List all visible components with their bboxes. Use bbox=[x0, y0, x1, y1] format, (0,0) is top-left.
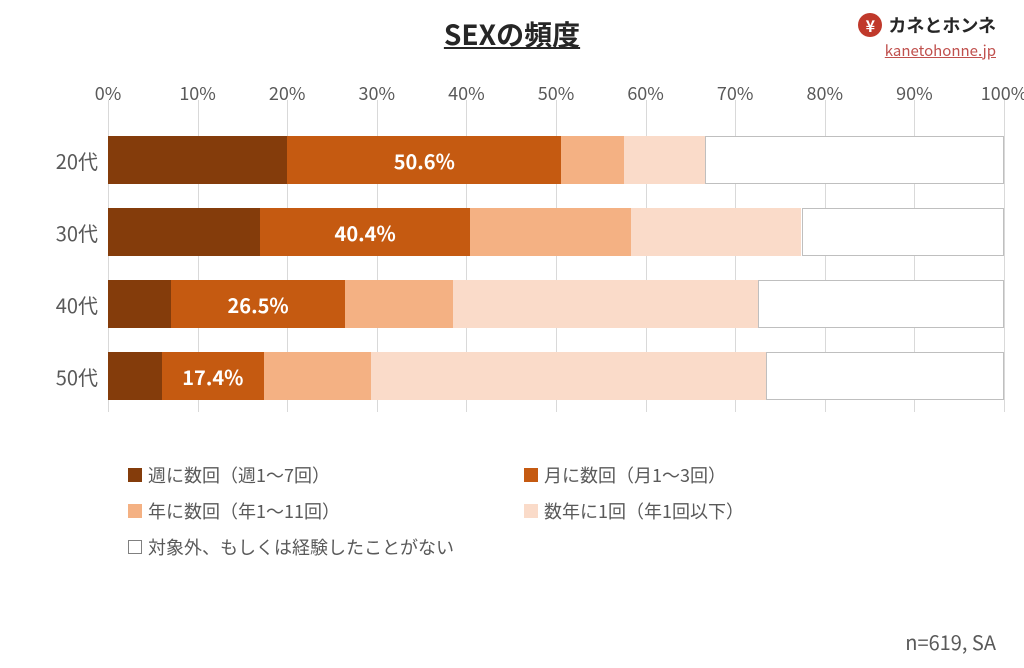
legend-swatch bbox=[128, 540, 142, 554]
page: SEXの頻度 ¥ カネとホンネ kanetohonne.jp 0%10%20%3… bbox=[0, 0, 1024, 668]
bar-segment bbox=[758, 280, 1004, 328]
bar-segment bbox=[561, 136, 624, 184]
legend-label: 週に数回（週1〜7回） bbox=[148, 462, 330, 488]
bar-segment bbox=[453, 280, 758, 328]
brand-top-row: ¥ カネとホンネ bbox=[858, 12, 996, 38]
axis-tick: 100% bbox=[981, 80, 1024, 106]
brand-url[interactable]: kanetohonne.jp bbox=[858, 40, 996, 61]
row-label: 50代 bbox=[20, 362, 108, 391]
yen-icon: ¥ bbox=[858, 13, 882, 37]
chart-row: 20代 50.6% bbox=[20, 136, 1004, 184]
legend-item: 対象外、もしくは経験したことがない bbox=[128, 534, 488, 560]
row-label: 40代 bbox=[20, 290, 108, 319]
legend-label: 月に数回（月1〜3回） bbox=[544, 462, 726, 488]
bar-segment bbox=[470, 208, 631, 256]
bar-segment bbox=[264, 352, 372, 400]
chart-rows: 20代 50.6% 30代 40.4% 40代 26.5% 50代 17.4% bbox=[20, 136, 1004, 400]
bar-value-label: 26.5% bbox=[227, 290, 288, 319]
legend-item: 数年に1回（年1回以下） bbox=[524, 498, 884, 524]
bar-track: 50.6% bbox=[108, 136, 1004, 184]
brand-name: カネとホンネ bbox=[888, 12, 996, 38]
bar-segment: 17.4% bbox=[162, 352, 264, 400]
brand-block: ¥ カネとホンネ kanetohonne.jp bbox=[858, 12, 996, 61]
bar-segment: 40.4% bbox=[260, 208, 470, 256]
bar-segment bbox=[802, 208, 1004, 256]
bar-segment bbox=[766, 352, 1004, 400]
bar-segment bbox=[705, 136, 1004, 184]
bar-segment bbox=[108, 352, 162, 400]
bar-segment bbox=[108, 208, 260, 256]
legend-swatch bbox=[524, 504, 538, 518]
bar-segment bbox=[108, 280, 171, 328]
bar-track: 40.4% bbox=[108, 208, 1004, 256]
legend: 週に数回（週1〜7回） 月に数回（月1〜3回） 年に数回（年1〜11回） 数年に1回（… bbox=[128, 462, 984, 560]
bar-segment: 50.6% bbox=[287, 136, 561, 184]
legend-label: 対象外、もしくは経験したことがない bbox=[148, 534, 454, 560]
chart-row: 30代 40.4% bbox=[20, 208, 1004, 256]
sample-note: n=619, SA bbox=[905, 627, 996, 656]
legend-item: 週に数回（週1〜7回） bbox=[128, 462, 488, 488]
bar-segment bbox=[108, 136, 287, 184]
legend-swatch bbox=[128, 468, 142, 482]
bar-track: 17.4% bbox=[108, 352, 1004, 400]
bar-value-label: 17.4% bbox=[182, 362, 243, 391]
bar-value-label: 50.6% bbox=[394, 146, 455, 175]
bar-segment: 26.5% bbox=[171, 280, 346, 328]
legend-label: 年に数回（年1〜11回） bbox=[148, 498, 340, 524]
legend-swatch bbox=[524, 468, 538, 482]
legend-item: 月に数回（月1〜3回） bbox=[524, 462, 884, 488]
bar-segment bbox=[624, 136, 705, 184]
bar-track: 26.5% bbox=[108, 280, 1004, 328]
bar-segment bbox=[345, 280, 453, 328]
bar-value-label: 40.4% bbox=[335, 218, 396, 247]
chart-row: 50代 17.4% bbox=[20, 352, 1004, 400]
x-axis: 0%10%20%30%40%50%60%70%80%90%100% bbox=[20, 80, 1004, 108]
grid-line bbox=[1004, 316, 1005, 412]
legend-label: 数年に1回（年1回以下） bbox=[544, 498, 744, 524]
row-label: 20代 bbox=[20, 146, 108, 175]
legend-swatch bbox=[128, 504, 142, 518]
legend-item: 年に数回（年1〜11回） bbox=[128, 498, 488, 524]
bar-segment bbox=[631, 208, 801, 256]
row-label: 30代 bbox=[20, 218, 108, 247]
chart-row: 40代 26.5% bbox=[20, 280, 1004, 328]
chart: 0%10%20%30%40%50%60%70%80%90%100% 20代 50.… bbox=[20, 80, 1004, 620]
bar-segment bbox=[371, 352, 765, 400]
